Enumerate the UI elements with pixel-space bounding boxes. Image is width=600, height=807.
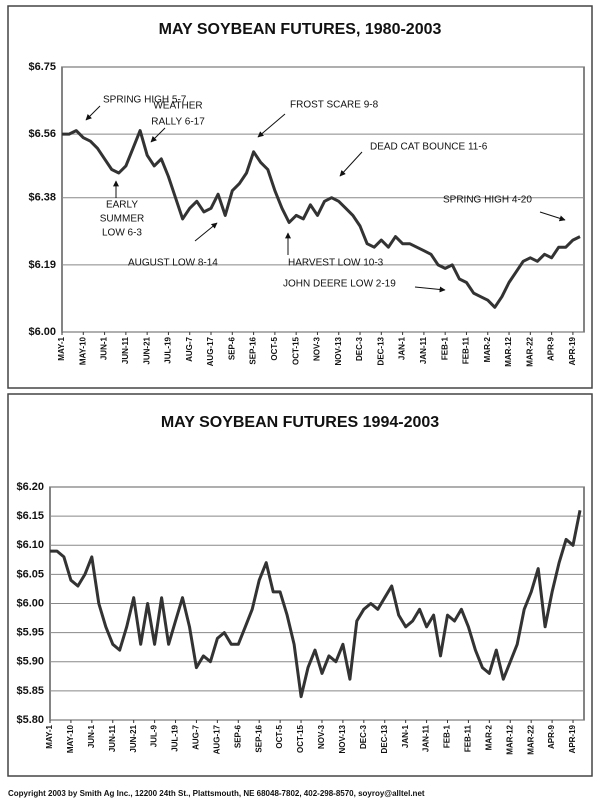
x-tick-label: MAY-1: [45, 724, 54, 748]
chart-title: MAY SOYBEAN FUTURES, 1980-2003: [159, 21, 442, 38]
annotation: DEAD CAT BOUNCE 11-6: [370, 142, 488, 153]
y-tick-label: $5.80: [16, 714, 44, 726]
x-tick-label: DEC-3: [355, 336, 364, 361]
y-tick-label: $6.00: [28, 326, 56, 338]
x-tick-label: JUL-19: [164, 336, 173, 363]
annotation: HARVEST LOW 10-3: [288, 258, 384, 269]
x-tick-label: SEP-16: [254, 724, 263, 752]
x-tick-label: SEP-6: [227, 336, 236, 360]
x-tick-label: AUG-7: [192, 724, 201, 749]
y-tick-label: $6.75: [28, 61, 56, 73]
annotation: JOHN DEERE LOW 2-19: [283, 279, 396, 290]
x-tick-label: NOV-13: [338, 724, 347, 753]
x-tick-label: NOV-3: [313, 336, 322, 361]
annotation: AUGUST LOW 8-14: [128, 258, 218, 269]
annotation: SUMMER: [100, 214, 144, 225]
annotation-arrow: [194, 222, 218, 242]
annotation: EARLY: [106, 200, 138, 211]
x-tick-label: SEP-6: [233, 724, 242, 748]
x-tick-label: AUG-17: [212, 724, 221, 754]
annotation: LOW 6-3: [102, 228, 142, 239]
y-tick-label: $6.00: [16, 597, 44, 609]
x-tick-label: MAY-10: [78, 336, 87, 365]
x-tick-label: MAR-12: [504, 336, 513, 366]
annotation: SPRING HIGH 5-7: [103, 95, 187, 106]
annotation: SPRING HIGH 4-20: [443, 195, 532, 206]
price-line: [62, 129, 581, 309]
x-tick-label: JUL-9: [150, 724, 159, 747]
x-tick-label: FEB-1: [440, 336, 449, 360]
chart-title: MAY SOYBEAN FUTURES 1994-2003: [161, 414, 439, 431]
annotation-arrow: [85, 105, 101, 121]
annotation-arrow: [414, 286, 446, 293]
x-tick-label: OCT-5: [270, 336, 279, 360]
x-tick-label: APR-19: [568, 336, 577, 365]
x-tick-label: MAR-2: [483, 336, 492, 362]
x-tick-label: OCT-15: [291, 336, 300, 365]
x-tick-label: FEB-11: [462, 336, 471, 364]
x-tick-label: JUN-21: [142, 336, 151, 364]
x-tick-label: DEC-13: [380, 724, 389, 753]
y-tick-label: $6.20: [16, 481, 44, 493]
x-tick-label: JAN-1: [398, 336, 407, 360]
x-tick-label: JAN-11: [422, 724, 431, 752]
x-tick-label: APR-9: [547, 336, 556, 361]
x-tick-label: SEP-16: [249, 336, 258, 364]
annotation-arrow: [150, 127, 166, 143]
x-tick-label: DEC-3: [359, 724, 368, 749]
chart-frame: [7, 393, 593, 777]
x-tick-label: MAR-22: [525, 336, 534, 366]
x-tick-label: MAY-10: [66, 724, 75, 753]
x-tick-label: AUG-17: [206, 336, 215, 366]
y-tick-label: $6.38: [28, 192, 56, 204]
x-tick-label: MAR-2: [484, 724, 493, 750]
x-tick-label: FEB-11: [464, 724, 473, 752]
y-tick-label: $6.19: [28, 259, 56, 271]
x-tick-label: JAN-11: [419, 336, 428, 364]
price-line: [50, 510, 582, 699]
x-tick-label: JUN-21: [129, 724, 138, 752]
x-tick-label: MAR-22: [526, 724, 535, 754]
y-tick-label: $5.90: [16, 656, 44, 668]
chart-frame: [7, 5, 593, 389]
y-tick-label: $6.10: [16, 539, 44, 551]
y-tick-label: $6.15: [16, 510, 44, 522]
x-tick-label: JUN-1: [100, 336, 109, 360]
footer: Copyright 2003 by Smith Ag Inc., 12200 2…: [8, 789, 425, 798]
y-tick-label: $6.56: [28, 128, 56, 140]
x-tick-label: JAN-1: [401, 724, 410, 748]
annotation: RALLY 6-17: [151, 117, 205, 128]
x-tick-label: NOV-13: [334, 336, 343, 365]
x-tick-label: MAY-1: [57, 336, 66, 360]
annotation-arrow: [539, 211, 566, 222]
x-tick-label: JUN-1: [87, 724, 96, 748]
y-tick-label: $5.95: [16, 627, 44, 639]
x-tick-label: JUN-11: [108, 724, 117, 752]
annotation: FROST SCARE 9-8: [290, 100, 379, 111]
y-tick-label: $5.85: [16, 685, 44, 697]
annotation-arrow: [339, 151, 363, 177]
x-tick-label: NOV-3: [317, 724, 326, 749]
x-tick-label: FEB-1: [443, 724, 452, 748]
x-tick-label: AUG-7: [185, 336, 194, 361]
x-tick-label: JUL-19: [171, 724, 180, 751]
x-tick-label: APR-19: [568, 724, 577, 753]
x-tick-label: MAR-12: [505, 724, 514, 754]
x-tick-label: DEC-13: [376, 336, 385, 365]
x-tick-label: OCT-15: [296, 724, 305, 753]
x-tick-label: OCT-5: [275, 724, 284, 748]
annotation: WEATHER: [153, 101, 202, 112]
annotation-arrow: [257, 113, 286, 138]
x-tick-label: JUN-11: [121, 336, 130, 364]
y-tick-label: $6.05: [16, 568, 44, 580]
x-tick-label: APR-9: [547, 724, 556, 749]
